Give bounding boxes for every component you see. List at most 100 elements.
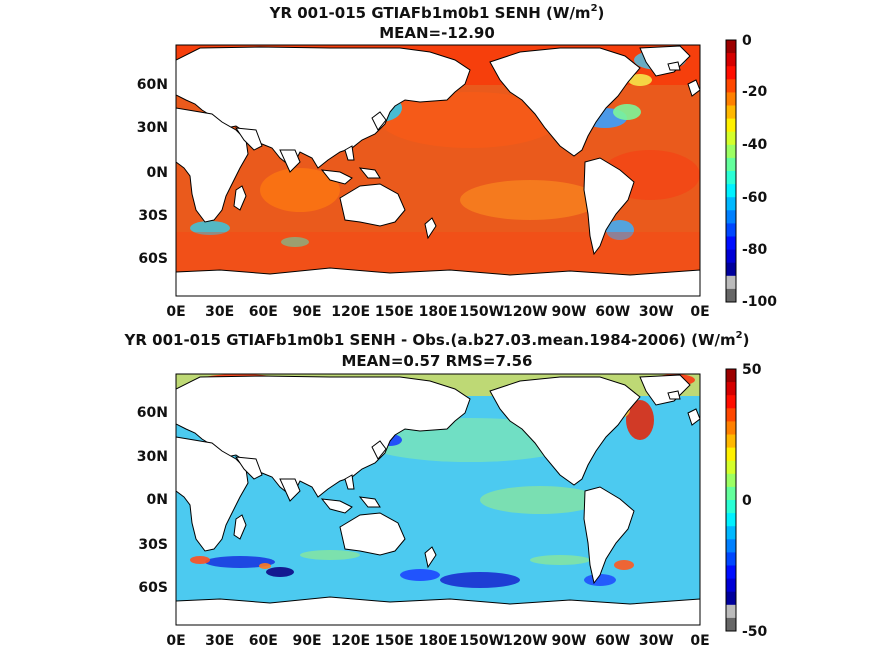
panel-2-title: YR 001-015 GTIAFb1m0b1 SENH - Obs.(a.b27… <box>124 330 750 349</box>
panel-1-colorbar-strip <box>726 40 736 303</box>
colorbar-segment <box>726 53 736 67</box>
colorbar-segment <box>726 92 736 106</box>
panel-1-xtick: 180E <box>419 304 458 320</box>
panel-2-xtick: 120E <box>331 633 370 649</box>
panel-2-subtitle: MEAN=0.57 RMS=7.56 <box>342 352 533 370</box>
continent-new-zealand <box>424 217 437 240</box>
colorbar-segment <box>726 144 736 159</box>
colorbar-segment <box>726 552 736 566</box>
colorbar-segment <box>726 382 736 396</box>
panel-1-ytick-60s: 60S <box>138 251 168 267</box>
panel-1-frame <box>175 44 701 297</box>
panel-2-xtick: 120W <box>503 633 548 649</box>
continent-japan <box>371 111 387 131</box>
colorbar-segment <box>726 513 736 527</box>
colorbar-segment <box>726 288 736 303</box>
panel-2-frame <box>175 373 701 626</box>
panel-1-colorbar: 0 -20 -40 -60 -80 -100 <box>725 33 777 310</box>
panel-2-cb-tick: -50 <box>742 624 768 640</box>
colorbar-segment <box>726 223 736 237</box>
continent-new-zealand <box>424 546 437 569</box>
continent-madagascar <box>233 514 247 540</box>
colorbar-segment <box>726 157 736 172</box>
panel-1-xtick: 30E <box>205 304 234 320</box>
continent-antarctica <box>176 596 700 625</box>
panel-2-xtick: 30E <box>205 633 234 649</box>
panel-2-y-ticks: 60N 30N 0N 30S 60S <box>137 405 168 596</box>
panel-2-xtick: 150W <box>459 633 504 649</box>
panel-2-xtick: 60E <box>249 633 278 649</box>
colorbar-segment <box>726 460 736 475</box>
panel-2-x-ticks: 0E 30E 60E 90E 120E 150E 180E 150W 120W … <box>166 633 709 649</box>
panel-2-ytick-30n: 30N <box>137 449 168 465</box>
colorbar-segment <box>726 40 736 54</box>
panel-1-map <box>176 45 700 296</box>
panel-2-colorbar-frame <box>725 368 737 632</box>
panel-1-xtick: 60E <box>249 304 278 320</box>
colorbar-segment <box>726 236 736 251</box>
panel-1-colorbar-frame <box>725 39 737 303</box>
colorbar-segment <box>726 434 736 449</box>
panel-1-ytick-0n: 0N <box>147 165 168 181</box>
colorbar-segment <box>726 539 736 553</box>
panel-1-cb-tick: -100 <box>742 294 777 310</box>
panel-1-ytick-30s: 30S <box>138 208 168 224</box>
colorbar-segment <box>726 171 736 185</box>
colorbar-segment <box>726 486 736 501</box>
panel-2-ytick-30s: 30S <box>138 537 168 553</box>
continent-madagascar <box>233 185 247 211</box>
colorbar-segment <box>726 421 736 435</box>
panel-2-ytick-60n: 60N <box>137 405 168 421</box>
panel-1-xtick: 120W <box>503 304 548 320</box>
colorbar-segment <box>726 275 736 290</box>
panel-1-xtick: 0E <box>166 304 185 320</box>
panel-1-y-ticks: 60N 30N 0N 30S 60S <box>137 77 168 267</box>
colorbar-segment <box>726 118 736 133</box>
panel-2-colorbar: 50 0 -50 <box>725 362 768 640</box>
continent-uk-iceland <box>667 390 700 426</box>
colorbar-segment <box>726 473 736 488</box>
panel-1-land <box>176 45 700 296</box>
colorbar-segment <box>726 395 736 409</box>
panel-2-xtick: 0E <box>690 633 709 649</box>
continent-arabia-india <box>234 456 301 502</box>
continent-uk-iceland <box>667 61 700 97</box>
colorbar-segment <box>726 408 736 422</box>
colorbar-segment <box>726 591 736 606</box>
colorbar-segment <box>726 617 736 632</box>
continent-africa <box>176 107 249 223</box>
continent-australia <box>339 183 406 227</box>
panel-1-xtick: 30W <box>639 304 674 320</box>
panel-2-land <box>176 374 700 625</box>
panel-2-xtick: 90W <box>552 633 587 649</box>
continent-australia <box>339 512 406 556</box>
panel-1-cb-tick: -20 <box>742 84 768 100</box>
colorbar-segment <box>726 565 736 580</box>
continent-north-america <box>489 47 641 157</box>
panel-1-xtick: 90W <box>552 304 587 320</box>
panel-1-xtick: 90E <box>292 304 321 320</box>
continent-south-america <box>583 157 635 256</box>
colorbar-segment <box>726 66 736 80</box>
colorbar-segment <box>726 604 736 619</box>
colorbar-segment <box>726 262 736 277</box>
panel-2-cb-tick: 50 <box>742 362 762 378</box>
panel-1-cb-tick: -60 <box>742 190 768 206</box>
panel-1-x-ticks: 0E 30E 60E 90E 120E 150E 180E 150W 120W … <box>166 304 709 320</box>
continent-islands-se-asia <box>320 145 381 185</box>
colorbar-segment <box>726 249 736 264</box>
colorbar-segment <box>726 526 736 540</box>
panel-2-xtick: 150E <box>375 633 414 649</box>
continent-south-america <box>583 486 635 585</box>
continent-arabia-india <box>234 127 301 173</box>
panel-2-xtick: 0E <box>166 633 185 649</box>
colorbar-segment <box>726 105 736 120</box>
continent-antarctica <box>176 267 700 296</box>
panel-1-cb-tick: 0 <box>742 33 752 49</box>
panel-1-ytick-30n: 30N <box>137 120 168 136</box>
panel-2: YR 001-015 GTIAFb1m0b1 SENH - Obs.(a.b27… <box>124 330 768 649</box>
panel-2-map <box>176 374 700 625</box>
panel-1-xtick: 0E <box>690 304 709 320</box>
continent-islands-se-asia <box>320 474 381 514</box>
